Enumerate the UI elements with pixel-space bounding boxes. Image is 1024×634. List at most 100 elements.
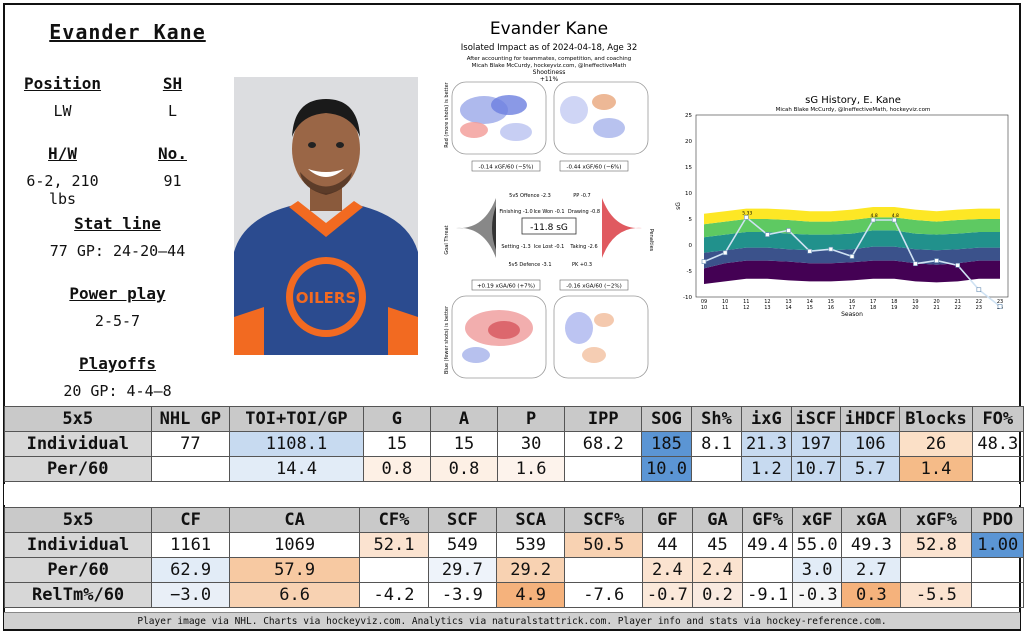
row-label: Per/60	[4, 456, 152, 482]
header-cell: SCF	[427, 507, 498, 533]
header-cell: P	[497, 406, 566, 432]
shootiness-label: Shootiness	[533, 69, 566, 76]
y-tick-label: 0	[689, 243, 693, 249]
xgf-right-label: -0.44 xGF/60 (−6%)	[567, 165, 622, 171]
xgf-left-label: -0.14 xGF/60 (−5%)	[479, 165, 534, 171]
stat-cell	[150, 456, 231, 482]
left-axis-bottom-label: Blue (fewer shots) is better	[444, 305, 450, 374]
pp-impact-label: PP -0.7	[573, 193, 590, 199]
sg-history-chart: sG History, E. Kane Micah Blake McCurdy,…	[675, 95, 1009, 318]
header-cell: IPP	[564, 406, 643, 432]
impact-subtitle: Isolated Impact as of 2024-04-18, Age 32	[461, 43, 637, 53]
header-cell: ixG	[741, 406, 792, 432]
number-value: 91	[163, 172, 182, 190]
stat-cell: 8.1	[690, 431, 743, 457]
sg-point	[870, 217, 876, 223]
statline-value: 77 GP: 24-20—44	[49, 242, 186, 260]
header-cell: CA	[228, 507, 361, 533]
shoots-value: L	[167, 102, 178, 120]
stat-cell: 48.3	[971, 431, 1024, 457]
stat-cell: 15	[362, 431, 431, 457]
stat-cell: 68.2	[564, 431, 643, 457]
sg-point	[934, 258, 939, 263]
header-cell: SOG	[641, 406, 692, 432]
player-photo: OILERS	[234, 77, 418, 355]
stat-cell: −3.0	[151, 582, 230, 608]
header-cell: FO%	[971, 406, 1024, 432]
stat-cell	[564, 456, 643, 482]
y-tick-label: -5	[687, 269, 693, 275]
stat-cell: 44	[642, 532, 693, 558]
stat-cell: 26	[899, 431, 973, 457]
stat-cell: 1161	[151, 532, 230, 558]
sg-point	[828, 246, 834, 252]
stat-cell: 185	[641, 431, 692, 457]
distribution-band	[704, 260, 1000, 284]
x-tick-label: 21	[933, 305, 939, 311]
x-tick-label: 22	[976, 299, 982, 305]
header-cell: iHDCF	[839, 406, 901, 432]
header-cell: A	[429, 406, 499, 432]
stat-cell: 0.8	[362, 456, 431, 482]
stat-cell: 5.7	[839, 456, 901, 482]
x-tick-label: 22	[955, 305, 961, 311]
icewon-label: Ice Won -0.1	[533, 209, 564, 215]
stat-cell: 49.4	[742, 532, 793, 558]
y-tick-label: -10	[683, 295, 692, 301]
header-cell: xGA	[841, 507, 902, 533]
table-separator	[4, 484, 1020, 505]
stat-cell: 1108.1	[229, 431, 364, 457]
table-row: RelTm%/60 −3.0 6.6 -4.2 -3.9 4.9 -7.6 -0.7 0.2 -9…	[3, 582, 1024, 608]
x-tick-label: 21	[955, 299, 961, 305]
history-credit: Micah Blake McCurdy, @IneffectiveMath, h…	[776, 107, 931, 113]
total-sg-value: -11.8 sG	[530, 223, 568, 233]
x-tick-label: 16	[828, 305, 834, 311]
stat-cell: 45	[691, 532, 744, 558]
stat-cell: 52.8	[900, 532, 973, 558]
offence-label: 5v5 Offence -2.3	[509, 193, 551, 199]
stat-cell: 1.00	[971, 532, 1024, 558]
goal-threat-label: Goal Threat	[444, 225, 450, 254]
x-tick-label: 14	[807, 299, 813, 305]
history-xlabel: Season	[841, 311, 863, 318]
stat-cell	[742, 557, 793, 583]
player-illustration: OILERS	[234, 77, 418, 355]
header-cell: xGF	[791, 507, 843, 533]
stat-cell: 106	[839, 431, 901, 457]
header-cell: Sh%	[690, 406, 743, 432]
header-cell: 5x5	[3, 507, 153, 533]
x-tick-label: 12	[743, 305, 749, 311]
stat-cell: -0.3	[791, 582, 843, 608]
x-tick-label: 13	[785, 299, 791, 305]
table-row: Per/60 62.9 57.9 29.7 29.2 2.4 2.4 3.0 2.7	[3, 557, 1024, 583]
x-tick-label: 15	[807, 305, 813, 311]
stat-cell: -4.2	[359, 582, 429, 608]
x-tick-label: 13	[764, 305, 770, 311]
header-cell: TOI+TOI/GP	[229, 406, 364, 432]
x-tick-label: 09	[701, 299, 707, 305]
xga-left-label: +0.19 xGA/60 (+7%)	[477, 284, 535, 290]
x-tick-label: 17	[849, 305, 855, 311]
stat-cell: 0.3	[841, 582, 902, 608]
point-label: 4.8	[871, 213, 878, 219]
shoots-label: SH	[162, 74, 183, 93]
table-row: Individual 1161 1069 52.1 549 539 50.5 44 45 49.4…	[3, 532, 1024, 558]
x-tick-label: 14	[785, 305, 791, 311]
x-tick-label: 20	[912, 305, 918, 311]
stat-cell: 29.2	[496, 557, 566, 583]
setting-label: Setting -1.3	[501, 244, 530, 250]
x-tick-label: 23	[976, 305, 982, 311]
footer-credits: Player image via NHL. Charts via hockeyv…	[4, 612, 1020, 629]
sg-point	[955, 262, 961, 268]
header-cell: iSCF	[790, 406, 842, 432]
playoffs-label: Playoffs	[78, 354, 157, 373]
distribution-band	[704, 207, 1000, 225]
stat-cell	[359, 557, 429, 583]
penalties-label: Penalties	[648, 229, 654, 252]
defence-label: 5v5 Defence -3.1	[508, 262, 551, 268]
stat-cell: 1.6	[497, 456, 566, 482]
sg-point	[997, 304, 1003, 309]
header-cell: G	[362, 406, 431, 432]
stat-cell	[971, 456, 1024, 482]
sg-point	[891, 217, 897, 223]
